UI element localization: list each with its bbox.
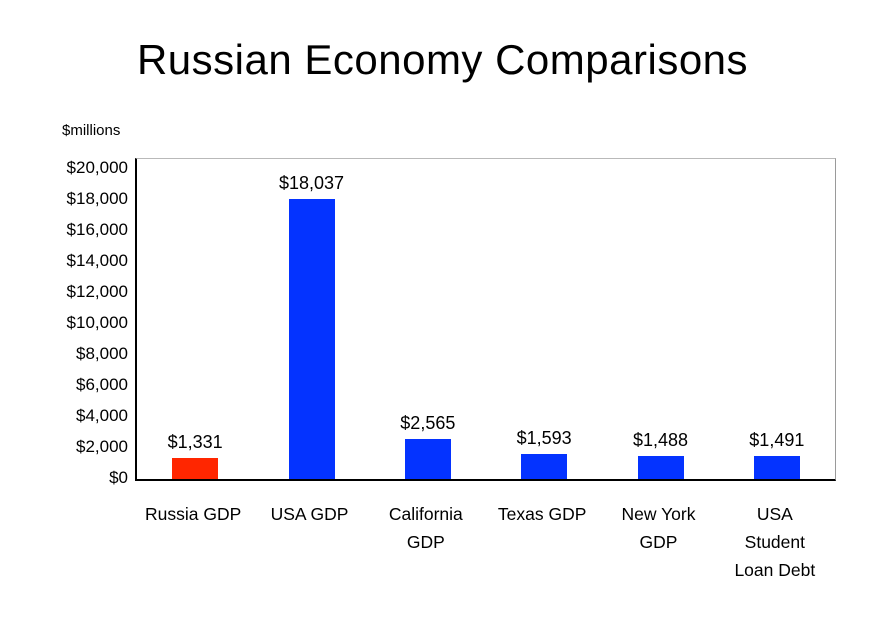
y-axis-tick-label: $18,000 (66, 189, 128, 208)
category-label: USA Student Loan Debt (734, 504, 816, 580)
category-label: Texas GDP (497, 504, 587, 524)
y-axis-tick-label: $16,000 (66, 220, 128, 239)
y-axis-tick-label: $14,000 (66, 251, 128, 270)
category-label: Russia GDP (145, 504, 242, 524)
y-axis-tick-label: $4,000 (76, 406, 128, 425)
y-axis-tick-label: $6,000 (76, 375, 128, 394)
bar-value-label: $1,491 (749, 429, 805, 450)
y-axis-unit-label: $millions (62, 122, 121, 139)
bar-value-label: $2,565 (400, 413, 456, 434)
y-axis-tick-label: $12,000 (66, 282, 128, 301)
chart-title: Russian Economy Comparisons (136, 36, 749, 83)
y-axis-tick-label: $20,000 (66, 158, 128, 177)
bar (753, 455, 800, 479)
bar-value-label: $1,488 (632, 429, 689, 450)
bar (404, 439, 451, 479)
bar (521, 454, 568, 479)
plot-area: $1,331 $18,037 $2,565 $1,593 $1,488 $1,491 (135, 158, 836, 481)
y-axis-tick-label: $0 (109, 468, 128, 487)
bar-value-label: $1,331 (167, 432, 223, 453)
category-label: New York GDP (621, 504, 696, 552)
bar (637, 455, 684, 479)
bar (172, 458, 219, 479)
y-axis-tick-label: $10,000 (66, 313, 128, 332)
y-axis-tick-label: $8,000 (76, 344, 128, 363)
y-axis-tick-label: $2,000 (76, 437, 128, 456)
bar (288, 199, 335, 479)
bar-value-label: $18,037 (278, 173, 345, 194)
category-label: USA GDP (270, 504, 349, 524)
category-label: California GDP (388, 504, 463, 552)
bar-value-label: $1,593 (516, 428, 572, 449)
